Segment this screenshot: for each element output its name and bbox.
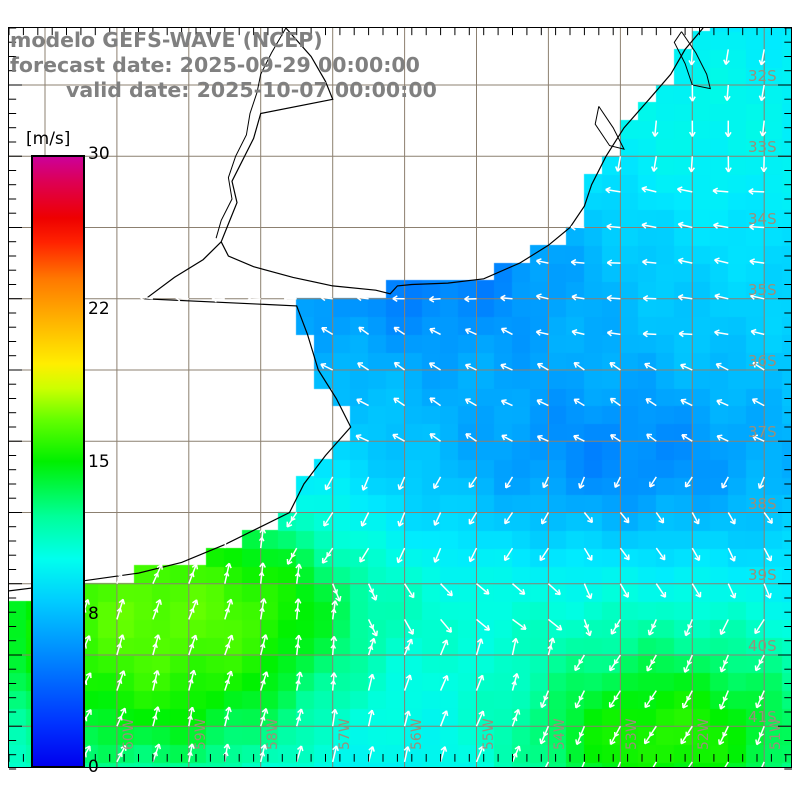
colorbar-tick-0: 0 xyxy=(88,757,99,777)
colorbar-tick-8: 8 xyxy=(88,604,99,624)
colorbar-unit-label: [m/s] xyxy=(26,129,71,149)
colorbar-gradient xyxy=(31,155,85,768)
map-plot-area[interactable] xyxy=(8,27,792,768)
colorbar[interactable] xyxy=(31,155,85,768)
colorbar-tick-30: 30 xyxy=(88,144,110,164)
wind-speed-raster xyxy=(9,28,791,767)
colorbar-tick-22: 22 xyxy=(88,299,110,319)
colorbar-tick-15: 15 xyxy=(88,452,110,472)
